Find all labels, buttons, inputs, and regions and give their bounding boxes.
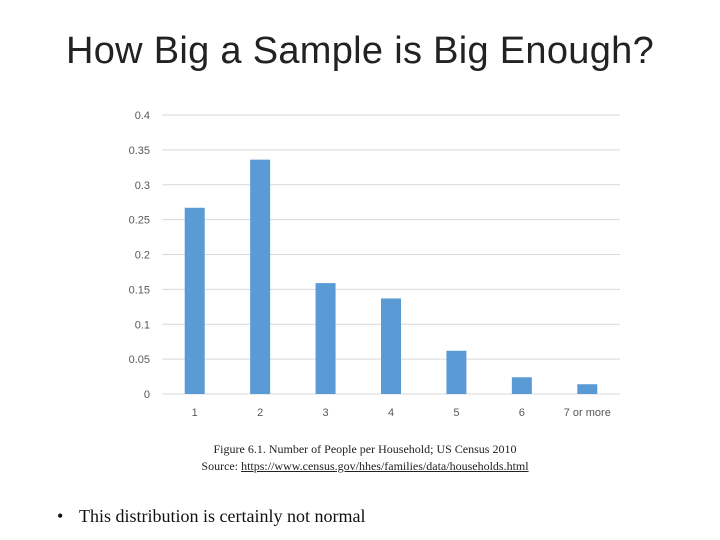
bar-3	[315, 283, 336, 394]
y-axis-tick-labels: 0 0.05 0.1 0.15 0.2 0.25 0.3 0.35 0.4	[129, 110, 150, 401]
y-tick-label: 0.25	[129, 215, 150, 227]
y-tick-label: 0.35	[129, 145, 150, 157]
bar-6	[511, 377, 532, 394]
y-tick-label: 0.05	[129, 354, 150, 366]
y-tick-label: 0.3	[135, 180, 150, 192]
y-tick-label: 0.4	[135, 110, 150, 122]
source-label: Source:	[201, 459, 239, 473]
bar-5	[446, 350, 467, 394]
x-axis-tick-labels: 1 2 3 4 5 6 7 or more	[192, 407, 611, 419]
slide-title: How Big a Sample is Big Enough?	[65, 30, 655, 72]
figure-source: Source: https://www.census.gov/hhes/fami…	[0, 459, 720, 474]
bullet-point: • This distribution is certainly not norm…	[57, 506, 365, 527]
x-tick-label: 7 or more	[564, 407, 611, 419]
x-tick-label: 6	[519, 407, 525, 419]
y-tick-label: 0.15	[129, 284, 150, 296]
y-tick-label: 0.1	[135, 319, 150, 331]
bar-7	[577, 384, 598, 394]
figure-caption: Figure 6.1. Number of People per Househo…	[213, 442, 517, 456]
y-tick-label: 0	[144, 389, 150, 401]
x-tick-label: 1	[192, 407, 198, 419]
x-tick-label: 5	[453, 407, 459, 419]
x-tick-label: 3	[323, 407, 329, 419]
x-tick-label: 4	[388, 407, 394, 419]
x-tick-label: 2	[257, 407, 263, 419]
bar-1	[184, 207, 205, 394]
source-link[interactable]: https://www.census.gov/hhes/families/dat…	[241, 459, 529, 473]
bullet-text: This distribution is certainly not norma…	[79, 506, 366, 526]
bar-4	[381, 298, 401, 394]
bar-2	[250, 159, 271, 394]
y-tick-label: 0.2	[135, 250, 150, 262]
bullet-symbol: •	[57, 506, 64, 526]
bars	[184, 159, 598, 394]
bar-chart: 0 0.05 0.1 0.15 0.2 0.25 0.3 0.35 0.4 1 2 3 4 5 6 7 or…	[129, 110, 620, 419]
gridlines	[162, 114, 620, 395]
